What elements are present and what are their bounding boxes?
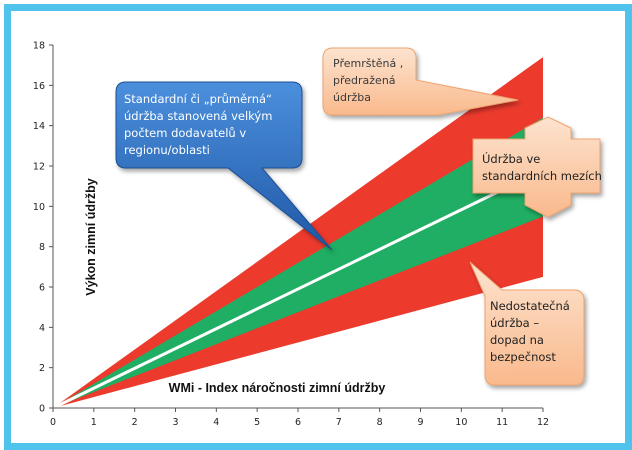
y-tick-label: 10 (33, 202, 45, 213)
callout-insufficient-text: Nedostatečná údržba – dopad na bezpečnos… (490, 299, 573, 364)
x-tick-label: 7 (336, 417, 342, 428)
outer-band (53, 57, 543, 408)
callout-standard-range (472, 116, 601, 218)
callout-insufficient-line: údržba – (490, 316, 539, 330)
x-tick-label: 12 (537, 417, 549, 428)
x-tick-label: 8 (377, 417, 383, 428)
average-line (51, 168, 545, 410)
y-tick-label: 18 (33, 41, 45, 52)
callout-standard-range-text: Údržba ve standardních mezích (482, 151, 602, 183)
callout-average (115, 81, 333, 251)
callout-excessive-shape (322, 47, 519, 116)
y-tick-label: 14 (33, 121, 45, 132)
callout-insufficient (469, 261, 585, 386)
callout-insufficient-line: bezpečnost (490, 350, 556, 364)
y-tick-label: 6 (39, 283, 45, 294)
callout-excessive (322, 47, 519, 116)
x-tick-label: 1 (91, 417, 97, 428)
callout-insufficient-shape (469, 261, 585, 386)
callout-average-text: Standardní či „průměrná“ údržba stanoven… (124, 92, 276, 157)
callout-average-line: Standardní či „průměrná“ (124, 92, 272, 106)
x-tick-label: 2 (132, 417, 138, 428)
y-tick-label: 12 (33, 162, 45, 173)
y-tick-label: 0 (39, 404, 45, 415)
callout-excessive-line: údržba (333, 91, 371, 104)
y-tick-label: 8 (39, 242, 45, 253)
x-tick-label: 11 (496, 417, 508, 428)
callout-standard-range-line: standardních mezích (482, 169, 602, 183)
frame-border (4, 4, 632, 450)
x-tick-label: 5 (254, 417, 260, 428)
x-axis-title: WMi - Index náročnosti zimní údržby (169, 381, 386, 395)
callout-excessive-line: předražená (333, 74, 396, 87)
x-tick-label: 3 (172, 417, 178, 428)
callout-standard-range-shape (472, 116, 601, 218)
x-tick-label: 0 (50, 417, 56, 428)
callout-insufficient-line: Nedostatečná (490, 299, 570, 313)
plot-area (51, 57, 545, 410)
x-tick-label: 6 (295, 417, 301, 428)
callout-average-shape (115, 81, 333, 251)
callout-average-line: počtem dodavatelů v (124, 126, 246, 140)
callout-excessive-text: Přemrštěná , předražená údržba (333, 57, 407, 104)
callout-average-line: regionu/oblasti (124, 143, 210, 157)
x-tick-label: 10 (455, 417, 467, 428)
standard-band (53, 117, 543, 408)
y-tick-label: 2 (39, 363, 45, 374)
x-tick-label: 4 (213, 417, 219, 428)
callout-excessive-line: Přemrštěná , (333, 57, 403, 70)
y-tick-label: 4 (39, 323, 45, 334)
callout-standard-range-line: Údržba ve (482, 151, 540, 166)
y-axis-title: Výkon zimní údržby (84, 178, 98, 295)
callout-average-line: údržba stanovená velkým (124, 109, 272, 123)
callout-insufficient-line: dopad na (490, 333, 544, 347)
y-tick-label: 16 (33, 81, 45, 92)
x-tick-label: 9 (417, 417, 423, 428)
